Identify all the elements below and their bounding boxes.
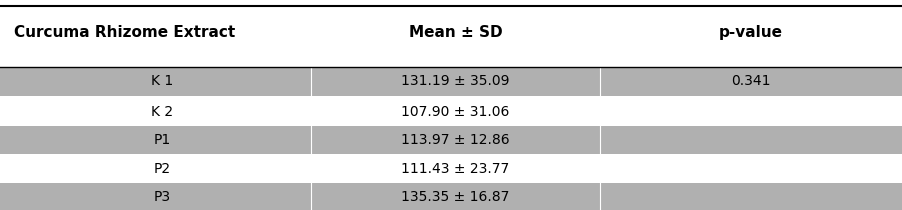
Text: Curcuma Rhizome Extract: Curcuma Rhizome Extract xyxy=(14,25,235,40)
Text: p-value: p-value xyxy=(719,25,783,40)
Text: P2: P2 xyxy=(154,161,170,176)
Text: K 2: K 2 xyxy=(152,105,173,119)
Text: 107.90 ± 31.06: 107.90 ± 31.06 xyxy=(401,105,510,119)
Text: K 1: K 1 xyxy=(152,74,173,88)
Text: Mean ± SD: Mean ± SD xyxy=(409,25,502,40)
Text: 0.341: 0.341 xyxy=(732,74,770,88)
Text: P1: P1 xyxy=(153,133,171,147)
Bar xyxy=(0,154,902,183)
Bar xyxy=(0,67,902,96)
Text: 111.43 ± 23.77: 111.43 ± 23.77 xyxy=(401,161,510,176)
Text: 113.97 ± 12.86: 113.97 ± 12.86 xyxy=(401,133,510,147)
Bar xyxy=(0,126,902,154)
Text: P3: P3 xyxy=(154,190,170,204)
Text: 135.35 ± 16.87: 135.35 ± 16.87 xyxy=(401,190,510,204)
Text: 131.19 ± 35.09: 131.19 ± 35.09 xyxy=(401,74,510,88)
Bar xyxy=(0,98,902,126)
Bar xyxy=(0,183,902,210)
